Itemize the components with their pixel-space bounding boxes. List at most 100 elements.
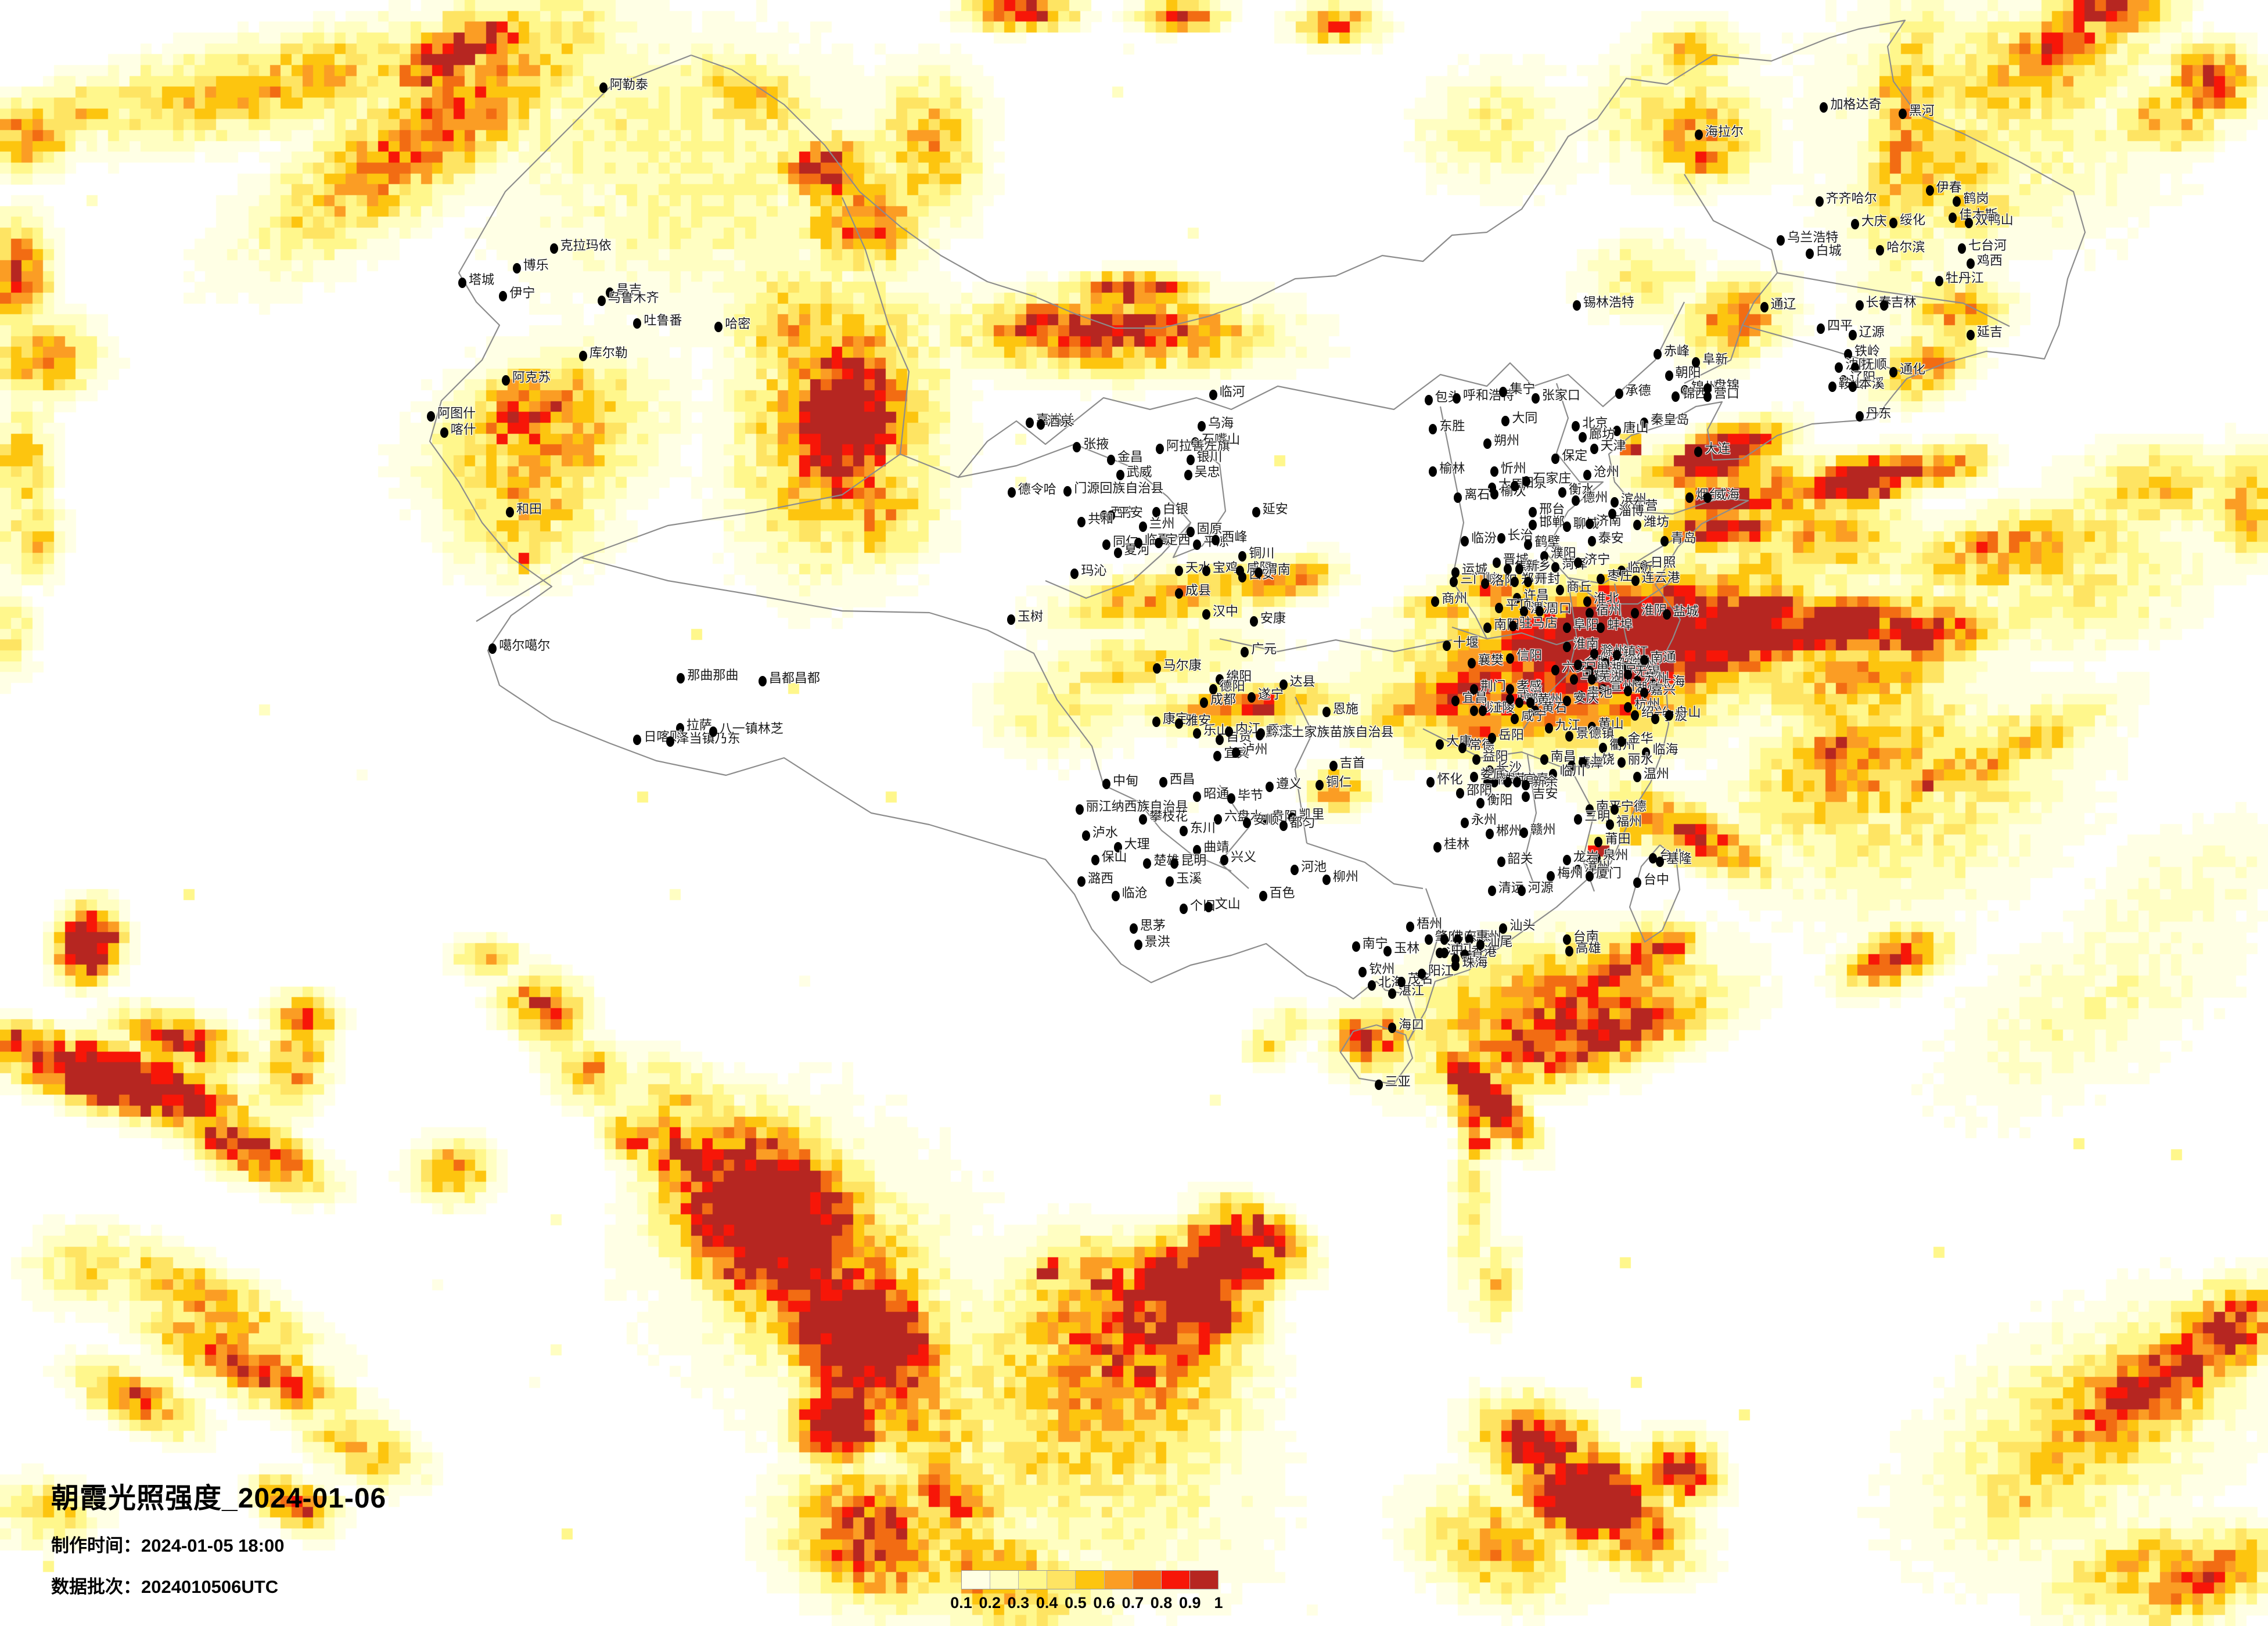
city-dot-icon [1184, 469, 1192, 480]
city-dot-icon [1116, 469, 1124, 480]
city-label: 景洪 [1144, 934, 1170, 949]
city-label: 凯里 [1299, 807, 1325, 822]
city-marker: 德阳 [1209, 679, 1245, 695]
city-marker: 铜川 [1238, 546, 1274, 562]
city-marker: 娄底 [1469, 767, 1506, 783]
city-marker: 潍坊 [1633, 515, 1669, 531]
province-border [1742, 324, 1906, 374]
city-label: 保山 [1101, 850, 1127, 865]
city-dot-icon [1556, 585, 1565, 596]
city-dot-icon [1469, 772, 1478, 783]
province-border [1544, 383, 1673, 585]
city-dot-icon [1651, 713, 1660, 724]
city-marker: 共和 [1077, 512, 1113, 527]
city-label: 邵阳 [1467, 783, 1493, 798]
city-dot-icon [1570, 674, 1579, 685]
province-border [1523, 754, 1537, 883]
city-dot-icon [1406, 922, 1415, 932]
city-marker: 乌海 [1198, 416, 1234, 431]
city-dot-icon [1633, 676, 1641, 687]
city-dot-icon [1622, 661, 1630, 672]
city-marker: 永州 [1461, 812, 1497, 828]
city-dot-icon [1665, 370, 1673, 381]
city-dot-icon [1501, 416, 1510, 427]
city-dot-icon [1458, 743, 1467, 753]
city-label: 益阳 [1482, 749, 1508, 764]
city-marker: 杭州 [1624, 697, 1660, 713]
city-dot-icon [1820, 102, 1828, 113]
city-label: 安顺 [1253, 812, 1279, 827]
city-marker: 潞西 [1077, 871, 1113, 887]
city-marker: 南京 [1601, 661, 1637, 677]
city-dot-icon [1512, 776, 1521, 787]
city-label: 泸水 [1092, 825, 1118, 840]
city-marker: 苏州 [1633, 671, 1669, 687]
city-marker: 怀化 [1426, 772, 1462, 787]
city-label: 锡林浩特 [1583, 295, 1634, 310]
city-marker: 库尔勒 [578, 346, 628, 362]
city-marker: 商丘 [1556, 580, 1592, 596]
province-border [1568, 577, 1673, 605]
city-dot-icon [1209, 390, 1217, 401]
city-dot-icon [1579, 757, 1587, 768]
city-marker: 益阳 [1472, 749, 1508, 765]
city-label: 昌都昌都 [768, 671, 820, 686]
province-border [1103, 785, 1232, 872]
city-label: 昭通 [1203, 786, 1230, 801]
city-dot-icon [1091, 855, 1099, 866]
city-dot-icon [1562, 642, 1571, 653]
city-dot-icon [1036, 419, 1045, 430]
city-marker: 白城 [1805, 243, 1842, 259]
city-label: 八一镇林芝 [719, 721, 783, 736]
city-dot-icon [1617, 757, 1626, 768]
city-dot-icon [1760, 302, 1769, 313]
province-border [1172, 441, 1227, 559]
city-label: 许昌 [1523, 588, 1549, 603]
city-dot-icon [1100, 510, 1109, 521]
city-dot-icon [1170, 858, 1179, 869]
province-border [958, 301, 1685, 478]
city-marker: 拉萨 [675, 718, 712, 734]
city-label: 上饶 [1589, 752, 1615, 767]
city-label: 酒泉 [1047, 413, 1073, 429]
city-label: 阿图什 [437, 405, 476, 420]
city-label: 玉溪 [1176, 870, 1202, 886]
city-dot-icon [1431, 596, 1440, 607]
city-dot-icon [1156, 443, 1164, 454]
city-label: 双鸭山 [1975, 212, 2014, 227]
city-label: 巢湖 [1595, 661, 1622, 676]
legend-cell [1189, 1571, 1218, 1589]
city-dot-icon [1454, 934, 1462, 945]
city-marker: 常德 [1458, 738, 1494, 753]
city-dot-icon [1179, 825, 1188, 836]
city-marker: 固原 [1186, 521, 1223, 537]
city-dot-icon [1876, 245, 1885, 256]
city-dot-icon [1175, 565, 1184, 576]
city-label: 中甸 [1113, 773, 1139, 788]
legend-cell [1019, 1571, 1048, 1589]
city-label: 衡阳 [1487, 793, 1513, 808]
city-label: 临川 [1559, 763, 1586, 778]
city-dot-icon [1179, 904, 1188, 915]
city-marker: 吴忠 [1184, 465, 1220, 480]
city-label: 共和 [1088, 511, 1114, 526]
city-label: 白城 [1816, 243, 1842, 258]
city-dot-icon [1429, 424, 1437, 435]
data-batch-row: 数据批次：2024010506UTC [51, 1572, 386, 1598]
city-dot-icon [1615, 388, 1623, 399]
city-dot-icon [1007, 487, 1016, 498]
city-marker: 济南 [1585, 513, 1622, 529]
city-label: 成都 [1210, 692, 1236, 707]
province-border [1777, 272, 2010, 327]
city-marker: 张掖 [1073, 437, 1109, 452]
city-label: 阳江 [1428, 963, 1454, 979]
city-label: 阜新 [1702, 352, 1728, 367]
city-label: 哈尔滨 [1886, 240, 1925, 255]
city-marker: 景洪 [1134, 934, 1170, 950]
city-label: 绵阳 [1226, 669, 1252, 684]
city-marker: 巢湖 [1585, 661, 1622, 677]
city-label: 桂林 [1444, 836, 1470, 851]
city-label: 厦门 [1595, 866, 1622, 881]
city-marker: 攀枝花 [1139, 809, 1188, 825]
city-dot-icon [1417, 969, 1426, 980]
